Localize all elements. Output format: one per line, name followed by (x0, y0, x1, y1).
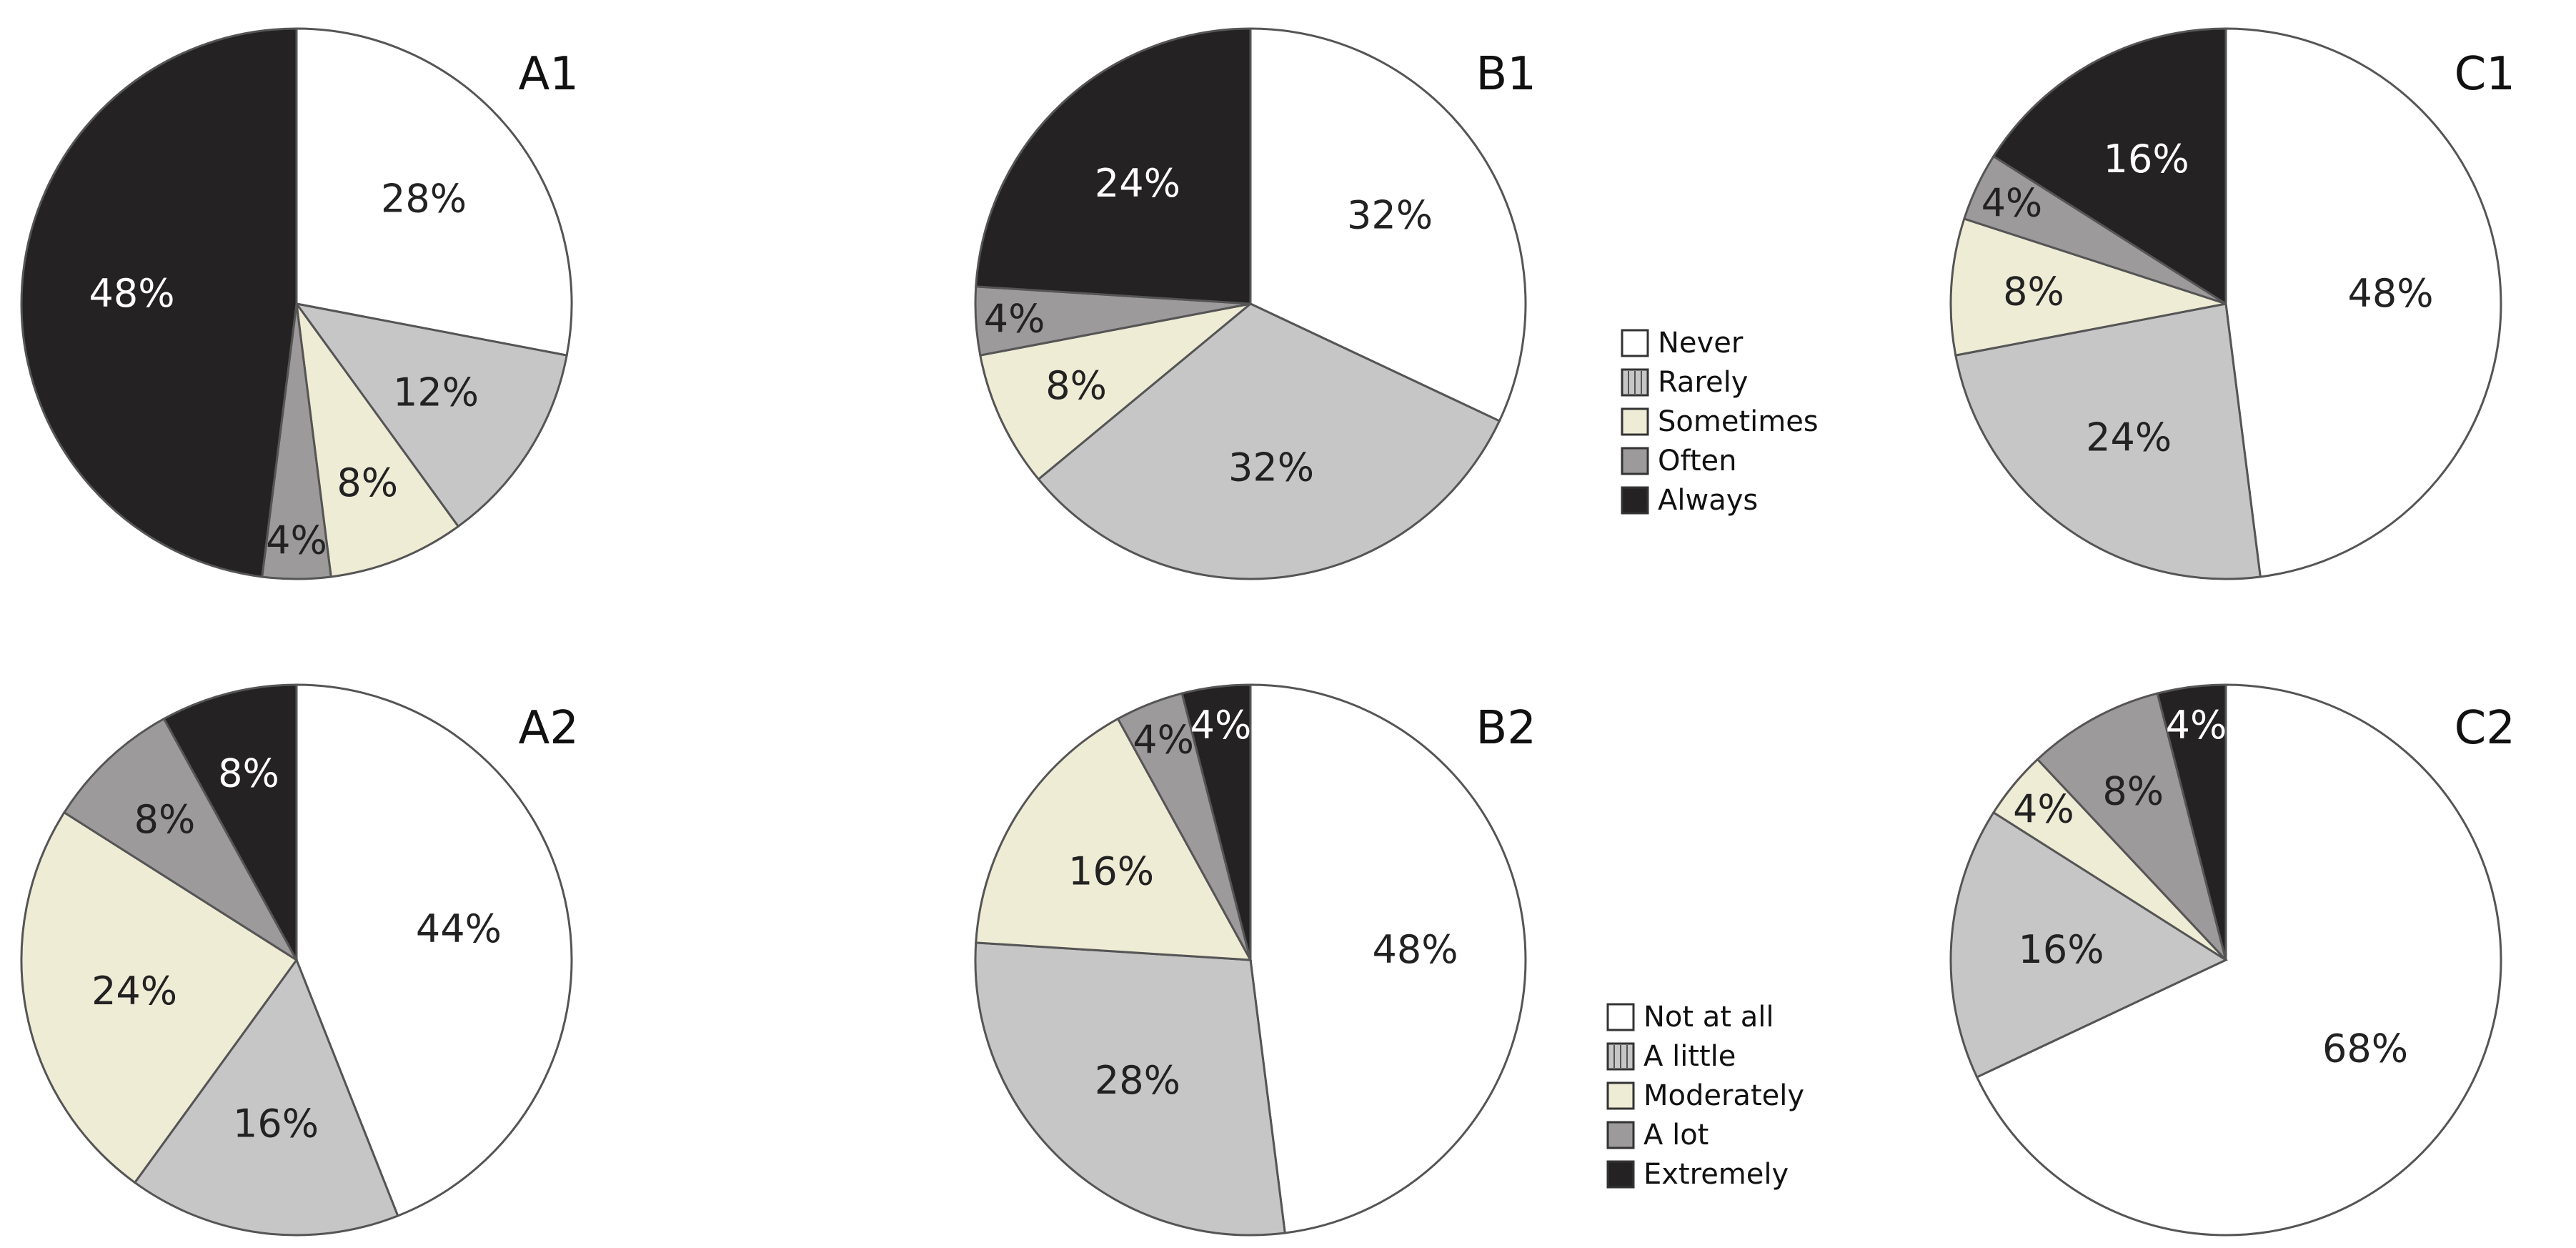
slice-label-c2-moderately: 4% (2013, 786, 2074, 831)
legend-1: Never Rarely Sometimes Often Always (1621, 327, 1819, 517)
legend-label-rarely: Rarely (1658, 366, 1748, 399)
legend-swatch-sometimes (1621, 407, 1649, 436)
legend-swatch-extremely (1606, 1160, 1635, 1189)
legend-swatch-not-at-all (1606, 1003, 1635, 1031)
slice-label-b1-rarely: 32% (1228, 445, 1314, 490)
slice-label-b2-not-at-all: 48% (1372, 927, 1458, 972)
pie-slice-a2-not-at-all (295, 683, 573, 1217)
slice-label-c2-extremely: 4% (2166, 703, 2227, 748)
slice-label-c2-a-lot: 8% (2102, 768, 2164, 813)
legend-swatch-often (1621, 447, 1649, 475)
slice-label-a2-not-at-all: 44% (416, 906, 502, 951)
pie-slice-c2-extremely (2156, 683, 2227, 961)
pie-slice-a2-extremely (162, 683, 298, 961)
pie-slice-a1-rarely (294, 302, 568, 528)
slice-label-a1-often: 4% (266, 518, 327, 563)
pie-slice-c2-a-little (1949, 811, 2229, 1079)
slice-label-b1-never: 32% (1347, 193, 1433, 238)
slice-label-b2-a-lot: 4% (1133, 718, 1194, 763)
pie-slice-b2-a-little (974, 941, 1286, 1237)
slice-label-b2-extremely: 4% (1190, 703, 1252, 748)
legend-label-always: Always (1658, 484, 1758, 517)
slice-label-a2-a-little: 16% (233, 1101, 319, 1147)
pie-slice-a2-moderately (20, 811, 299, 1184)
pie-panel-c2: 68%16%4% 8%4% C2 (1949, 683, 2515, 1237)
pie-slice-b1-sometimes (979, 302, 1251, 481)
pie-slice-b1-rarely (1037, 302, 1501, 580)
slice-label-a2-a-lot: 8% (134, 797, 196, 842)
slice-label-b2-a-little: 28% (1095, 1058, 1180, 1103)
pie-slice-b1-always (975, 27, 1252, 305)
slice-label-c2-not-at-all: 68% (2322, 1026, 2408, 1071)
pie-slice-b1-never (1249, 27, 1527, 422)
pie-slice-b2-extremely (1180, 683, 1252, 961)
pie-slice-b2-moderately (975, 717, 1253, 961)
pie-panel-b1: 32% 32% 8%4% 24% B1 (974, 27, 1536, 580)
pie-slice-a2-a-lot (62, 717, 298, 961)
pie-slice-c1-always (1991, 27, 2227, 306)
slice-label-b1-sometimes: 8% (1045, 363, 1107, 408)
slice-label-a1-always: 48% (89, 271, 174, 316)
legend-swatch-a-lot (1606, 1121, 1635, 1149)
slice-label-c1-always: 16% (2104, 137, 2189, 182)
slice-label-c1-rarely: 24% (2086, 415, 2172, 460)
pie-slice-a2-a-little (133, 957, 399, 1237)
legend-swatch-never (1621, 329, 1649, 357)
slice-label-a2-moderately: 24% (91, 969, 177, 1014)
slice-label-c1-never: 48% (2347, 271, 2433, 316)
pie-panel-a1: 28% 12% 8%4% 48% A1 (20, 27, 580, 580)
slice-label-a1-rarely: 12% (393, 370, 479, 415)
legend-label-never: Never (1658, 327, 1744, 360)
pie-slice-c1-never (2224, 27, 2502, 578)
legend-swatch-moderately (1606, 1081, 1635, 1110)
legend-swatch-always (1621, 486, 1649, 515)
slice-label-a1-sometimes: 8% (337, 460, 398, 505)
slice-label-c1-sometimes: 8% (2003, 269, 2064, 315)
pie-panel-b2: 48% 28% 16% 4%4% B2 (974, 683, 1536, 1237)
panel-title-c1: C1 (2455, 48, 2515, 101)
pie-slice-a1-sometimes (295, 303, 460, 578)
pie-panel-a2: 44% 16% 24% 8% 8% A2 (20, 683, 580, 1237)
slice-label-b2-moderately: 16% (1068, 849, 1154, 894)
legend-label-extremely: Extremely (1643, 1158, 1789, 1191)
slice-label-a2-extremely: 8% (218, 751, 279, 796)
slice-label-b1-always: 24% (1095, 161, 1180, 206)
pie-slice-a1-always (20, 27, 298, 578)
pie-slice-c2-a-lot (2036, 692, 2227, 961)
slice-label-a1-never: 28% (381, 176, 467, 221)
legend-label-a-lot: A lot (1643, 1119, 1709, 1152)
slice-label-c2-a-little: 16% (2018, 927, 2104, 972)
slice-label-c1-often: 4% (1981, 181, 2043, 226)
pie-slice-c2-not-at-all (1975, 683, 2502, 1237)
pie-slice-a1-never (295, 27, 573, 357)
legend-label-moderately: Moderately (1643, 1079, 1804, 1112)
legend-label-not-at-all: Not at all (1643, 1001, 1774, 1034)
panel-title-b1: B1 (1476, 48, 1536, 101)
pie-slice-c1-rarely (1954, 302, 2262, 580)
legend-label-a-little: A little (1643, 1040, 1736, 1073)
slice-label-b1-often: 4% (984, 296, 1045, 341)
pie-panel-c1: 48% 24% 8% 4% 16% C1 (1949, 27, 2515, 580)
legend-2: Not at all A little Moderately A lot Extreme… (1606, 1001, 1804, 1191)
pie-slice-c1-sometimes (1949, 217, 2227, 357)
panel-title-b2: B2 (1476, 702, 1536, 755)
panel-title-a2: A2 (519, 702, 580, 755)
panel-title-c2: C2 (2455, 702, 2515, 755)
panel-title-a1: A1 (519, 48, 580, 101)
pie-slice-b2-not-at-all (1249, 683, 1527, 1234)
legend-label-sometimes: Sometimes (1658, 405, 1819, 438)
legend-label-often: Often (1658, 445, 1737, 477)
